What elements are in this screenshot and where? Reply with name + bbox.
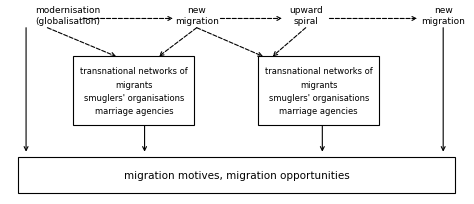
- Text: upward
spiral: upward spiral: [289, 6, 323, 26]
- Bar: [258, 57, 379, 125]
- Text: modernisation
(globalisation): modernisation (globalisation): [36, 6, 101, 26]
- Text: transnational networks of
migrants
smuglers' organisations
marriage agencies: transnational networks of migrants smugl…: [80, 67, 188, 115]
- Bar: [18, 157, 455, 193]
- Text: new
migration: new migration: [175, 6, 219, 26]
- Text: transnational networks of
migrants
smuglers' organisations
marriage agencies: transnational networks of migrants smugl…: [265, 67, 373, 115]
- Bar: [73, 57, 194, 125]
- Text: new
migration: new migration: [421, 6, 465, 26]
- Text: migration motives, migration opportunities: migration motives, migration opportuniti…: [124, 170, 349, 180]
